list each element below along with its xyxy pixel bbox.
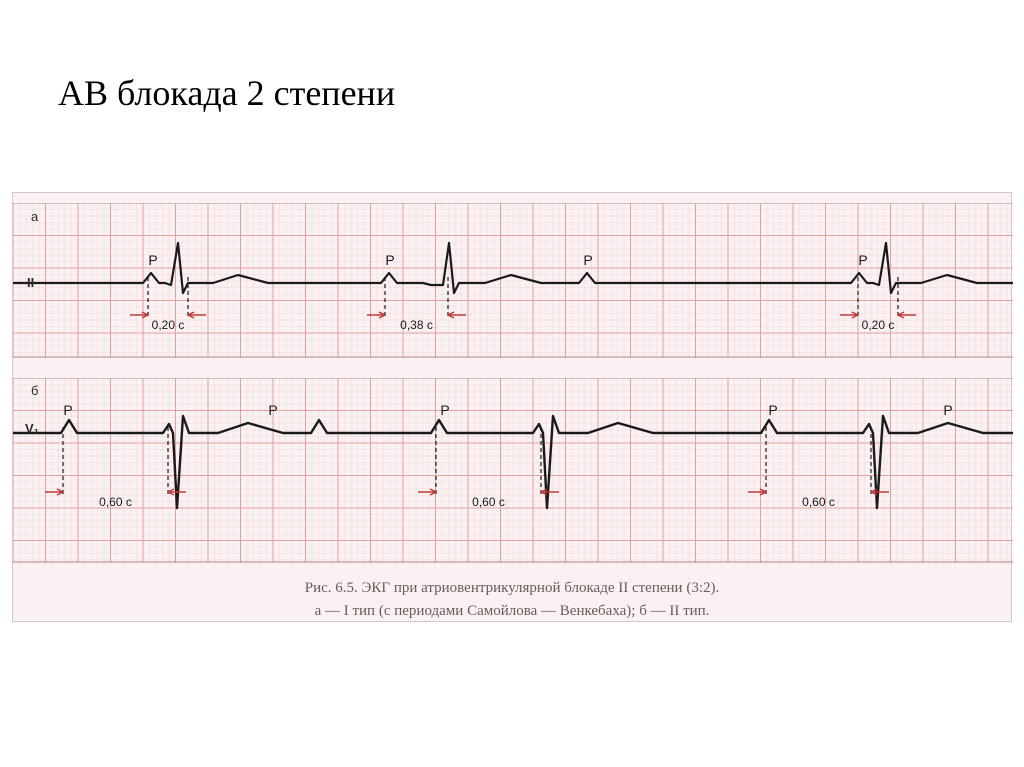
figure-caption: Рис. 6.5. ЭКГ при атриовентрикулярной бл… [13, 577, 1011, 622]
svg-text:P: P [268, 402, 277, 418]
svg-text:P: P [768, 402, 777, 418]
svg-text:P: P [385, 252, 394, 268]
page-title: АВ блокада 2 степени [58, 72, 395, 114]
svg-text:P: P [943, 402, 952, 418]
svg-text:P: P [858, 252, 867, 268]
svg-text:0,38 с: 0,38 с [400, 318, 433, 332]
svg-text:P: P [583, 252, 592, 268]
row-label-b: б [31, 383, 38, 398]
svg-text:0,60 с: 0,60 с [99, 495, 132, 509]
ecg-figure: P P P P 0,20 с 0,38 с 0,20 с а II P P P P P 0,60 с 0… [12, 192, 1012, 622]
ecg-strip-a: P P P P 0,20 с 0,38 с 0,20 с [13, 203, 1011, 358]
svg-text:0,60 с: 0,60 с [802, 495, 835, 509]
svg-text:P: P [148, 252, 157, 268]
svg-text:0,20 с: 0,20 с [152, 318, 185, 332]
row-label-a: а [31, 209, 38, 224]
svg-text:0,20 с: 0,20 с [862, 318, 895, 332]
lead-label-a: II [27, 275, 34, 290]
caption-line2: а — I тип (с периодами Самойлова — Венке… [315, 603, 710, 619]
svg-text:P: P [63, 402, 72, 418]
caption-line1: Рис. 6.5. ЭКГ при атриовентрикулярной бл… [305, 580, 720, 596]
ecg-strip-b: P P P P P 0,60 с 0,60 с 0,60 с [13, 378, 1011, 563]
svg-text:P: P [440, 402, 449, 418]
svg-text:0,60 с: 0,60 с [472, 495, 505, 509]
lead-label-b: V₁ [25, 421, 39, 436]
